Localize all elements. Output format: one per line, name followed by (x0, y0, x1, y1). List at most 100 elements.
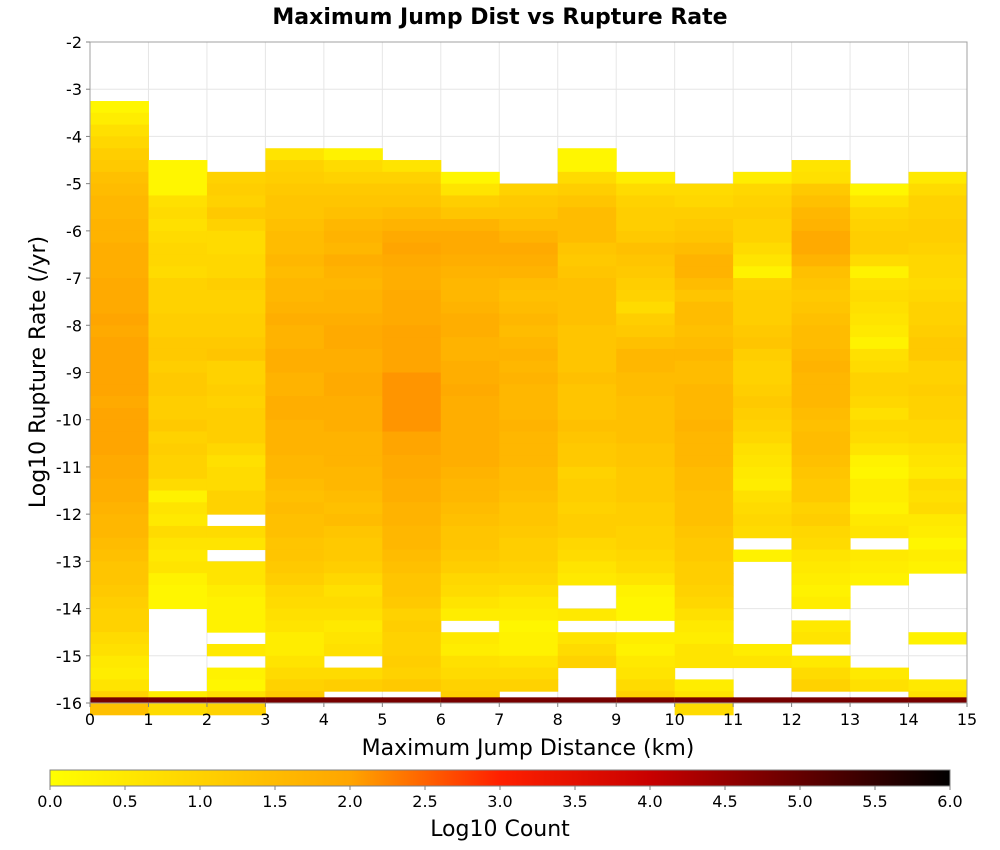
heatmap-cell (90, 183, 149, 196)
heatmap-cell (674, 608, 734, 621)
heatmap-cell (557, 183, 617, 196)
heatmap-cell (323, 584, 383, 598)
heatmap-cell (382, 478, 442, 492)
heatmap-cell (323, 384, 383, 397)
heatmap-cell (674, 207, 734, 220)
heatmap-cell (791, 584, 851, 598)
heatmap-cell (90, 502, 149, 515)
heatmap-cell (791, 443, 851, 456)
heatmap-cell (90, 549, 149, 562)
heatmap-cell (440, 207, 500, 220)
heatmap-cell (674, 596, 734, 610)
heatmap-cell (265, 372, 325, 385)
heatmap-cell (90, 160, 149, 173)
heatmap-cell (674, 195, 734, 208)
heatmap-cell (557, 337, 617, 350)
heatmap-cell (616, 230, 676, 244)
heatmap-cell (323, 183, 383, 196)
heatmap-cell (382, 195, 442, 208)
heatmap-cell (440, 266, 500, 279)
heatmap-cell (850, 490, 910, 503)
heatmap-cell (265, 348, 325, 362)
heatmap-cell (791, 301, 851, 314)
heatmap-cell (908, 242, 968, 255)
heatmap-cell (733, 266, 793, 279)
heatmap-cell (440, 325, 500, 338)
heatmap-cell (557, 431, 617, 444)
heatmap-cell (557, 407, 617, 421)
y-tick-label: -4 (66, 127, 82, 146)
heatmap-cell (850, 514, 910, 527)
heatmap-cell (616, 608, 676, 621)
y-tick-label: -13 (56, 552, 82, 571)
heatmap-cell (90, 525, 149, 539)
heatmap-cell (323, 431, 383, 444)
heatmap-cell (499, 325, 559, 338)
heatmap-cell (206, 703, 266, 716)
heatmap-cell (90, 431, 149, 444)
heatmap-cell (733, 697, 793, 703)
heatmap-cell (90, 703, 149, 716)
heatmap-cell (323, 301, 383, 314)
heatmap-cell (557, 325, 617, 338)
heatmap-cell (557, 561, 617, 574)
heatmap-cell (499, 289, 559, 303)
heatmap-cell (674, 466, 734, 480)
heatmap-cell (791, 697, 851, 703)
heatmap-cell (499, 502, 559, 515)
heatmap-cell (674, 219, 734, 232)
heatmap-cell (265, 360, 325, 373)
heatmap-cell (850, 407, 910, 421)
heatmap-cell (323, 313, 383, 326)
heatmap-cell (850, 230, 910, 244)
heatmap-cell (733, 419, 793, 433)
heatmap-cell (440, 313, 500, 326)
heatmap-cell (90, 514, 149, 527)
y-axis-ticks: -2 -3 -4 -5 -6 -7 -8 -9 -10 -11 -12 -13 -14 -15 -16 (56, 33, 90, 713)
heatmap-cell (908, 207, 968, 220)
heatmap-cell (382, 266, 442, 279)
heatmap-cell (499, 396, 559, 409)
heatmap-cell (791, 372, 851, 385)
heatmap-cell (265, 230, 325, 244)
heatmap-cell (791, 348, 851, 362)
heatmap-cell (616, 384, 676, 397)
heatmap-cell (90, 620, 149, 633)
heatmap-cell (323, 455, 383, 468)
heatmap-cell (90, 643, 149, 657)
heatmap-cell (908, 183, 968, 196)
heatmap-cell (323, 478, 383, 492)
heatmap-cell (499, 266, 559, 279)
heatmap-cell (323, 337, 383, 350)
heatmap-cell (440, 348, 500, 362)
heatmap-cell (616, 573, 676, 586)
heatmap-cell (265, 160, 325, 173)
heatmap-cell (440, 655, 500, 669)
heatmap-cell (616, 549, 676, 562)
heatmap-cell (90, 301, 149, 314)
heatmap-cell (791, 632, 851, 645)
heatmap-cell (323, 325, 383, 338)
heatmap-cell (148, 230, 208, 244)
heatmap-cell (499, 431, 559, 444)
heatmap-cell (850, 525, 910, 539)
heatmap-cell (674, 655, 734, 669)
heatmap-cell (323, 443, 383, 456)
heatmap-cell (440, 490, 500, 503)
heatmap-cell (90, 573, 149, 586)
heatmap-cell (265, 537, 325, 551)
colorbar-tick-label: 5.5 (862, 792, 887, 811)
heatmap-cell (90, 466, 149, 480)
heatmap-cell (148, 514, 208, 527)
heatmap-cell (616, 396, 676, 409)
heatmap-cell (323, 195, 383, 208)
heatmap-cell (90, 561, 149, 574)
heatmap-cell (323, 230, 383, 244)
heatmap-cell (148, 289, 208, 303)
heatmap-cells (90, 101, 968, 716)
heatmap-cell (791, 171, 851, 185)
heatmap-cell (616, 254, 676, 267)
heatmap-cell (674, 407, 734, 421)
heatmap-cell (908, 348, 968, 362)
heatmap-cell (674, 584, 734, 598)
